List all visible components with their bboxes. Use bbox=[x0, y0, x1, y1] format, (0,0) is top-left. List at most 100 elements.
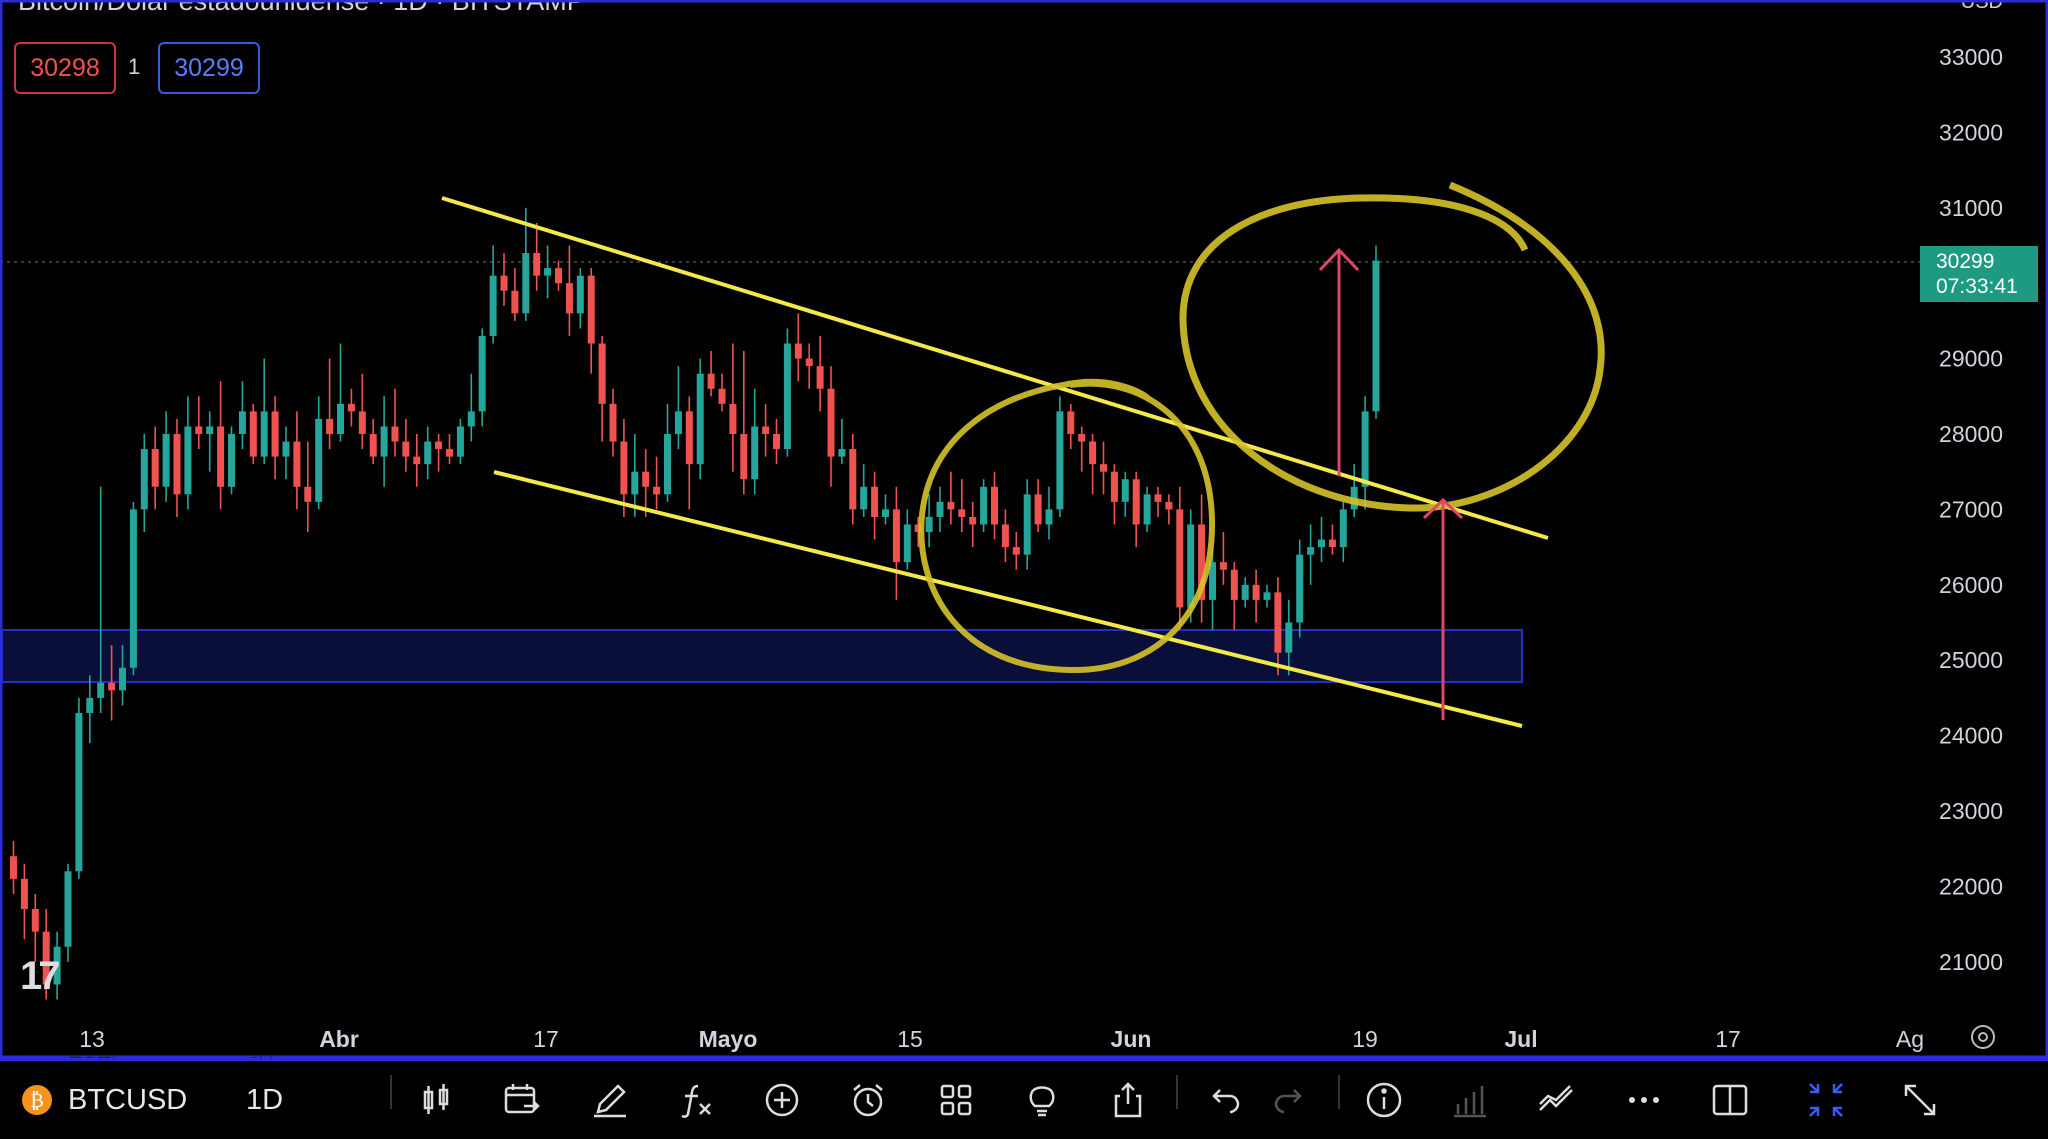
candle-body bbox=[1263, 592, 1271, 600]
candle-body bbox=[1176, 509, 1184, 608]
candle bbox=[238, 381, 246, 450]
candle-body bbox=[129, 509, 137, 668]
axis-settings-icon[interactable] bbox=[1968, 1022, 1998, 1057]
candle-body bbox=[369, 434, 377, 457]
candle-body bbox=[587, 275, 595, 344]
candle bbox=[20, 863, 28, 940]
candle bbox=[816, 335, 824, 412]
candle bbox=[1023, 479, 1031, 570]
candle-body bbox=[1339, 509, 1347, 548]
candle-body bbox=[53, 946, 61, 985]
candle bbox=[1012, 532, 1020, 570]
candle-body bbox=[140, 449, 148, 510]
candle-body bbox=[217, 426, 225, 487]
tradingview-logo-icon[interactable]: 17 bbox=[20, 954, 60, 998]
candle bbox=[435, 434, 443, 472]
candle bbox=[424, 426, 432, 480]
candle-body bbox=[1318, 539, 1325, 548]
candle-body bbox=[1296, 554, 1304, 623]
candle bbox=[1034, 479, 1042, 533]
candle bbox=[42, 909, 50, 1000]
grid-icon[interactable] bbox=[936, 1077, 976, 1123]
share-icon[interactable] bbox=[1108, 1077, 1148, 1123]
candle bbox=[729, 343, 737, 472]
candle-body bbox=[1198, 524, 1206, 600]
x-tick-label: Jul bbox=[1504, 1026, 1537, 1052]
candle-body bbox=[729, 403, 737, 434]
candle-body bbox=[347, 403, 355, 412]
candle-body bbox=[413, 456, 421, 465]
candle-body bbox=[522, 253, 530, 314]
pencil-icon[interactable] bbox=[590, 1077, 630, 1123]
candle bbox=[53, 931, 61, 1000]
x-tick-label: 15 bbox=[897, 1026, 923, 1052]
order-quantity[interactable]: 1 bbox=[128, 54, 141, 79]
candle bbox=[631, 434, 639, 517]
candle bbox=[97, 486, 105, 713]
y-axis-currency: USD bbox=[1961, 0, 2003, 13]
candle-body bbox=[1110, 471, 1118, 502]
candle bbox=[31, 893, 39, 962]
candle-body bbox=[1132, 479, 1140, 525]
sell-price-button[interactable]: 30298 bbox=[14, 42, 116, 94]
candle-body bbox=[206, 426, 214, 434]
candle bbox=[402, 418, 410, 472]
candle-body bbox=[783, 343, 791, 450]
candle bbox=[10, 841, 17, 894]
candle-body bbox=[238, 411, 246, 434]
target-arrow-up bbox=[1318, 247, 1360, 476]
candle bbox=[260, 358, 268, 465]
candle bbox=[783, 328, 791, 457]
candle bbox=[1165, 494, 1173, 525]
function-icon[interactable] bbox=[676, 1077, 716, 1123]
x-tick-label: 17 bbox=[1715, 1026, 1741, 1052]
candle-body bbox=[1307, 547, 1315, 555]
candle-body bbox=[1001, 524, 1009, 548]
bulb-icon[interactable] bbox=[1022, 1077, 1062, 1123]
undo-icon[interactable] bbox=[1204, 1077, 1244, 1123]
expand-icon[interactable] bbox=[1900, 1077, 1940, 1123]
interval-button[interactable]: 1D bbox=[246, 1083, 284, 1116]
info-icon[interactable] bbox=[1364, 1077, 1404, 1123]
plus-circle-icon[interactable] bbox=[762, 1077, 802, 1123]
candle-body bbox=[1361, 411, 1369, 487]
candle-body bbox=[162, 434, 170, 487]
toolbar-divider bbox=[390, 1075, 392, 1109]
candle-body bbox=[533, 253, 541, 276]
candle bbox=[718, 373, 726, 412]
calendar-range-icon[interactable] bbox=[502, 1077, 542, 1123]
x-tick-label: 19 bbox=[1352, 1026, 1378, 1052]
candle bbox=[1230, 562, 1238, 631]
candle-body bbox=[489, 275, 497, 336]
candle-body bbox=[337, 403, 344, 434]
alarm-icon[interactable] bbox=[848, 1077, 888, 1123]
candle-body bbox=[849, 449, 857, 510]
candle bbox=[489, 245, 497, 344]
candle-body bbox=[1100, 464, 1107, 472]
y-tick-label: 24000 bbox=[1939, 723, 2003, 749]
highlight-circle-left bbox=[918, 378, 1216, 674]
symbol-button[interactable]: BTCUSD bbox=[68, 1083, 188, 1116]
candle-body bbox=[478, 335, 486, 412]
y-tick-label: 25000 bbox=[1939, 647, 2003, 673]
compress-icon[interactable] bbox=[1806, 1077, 1846, 1123]
trend-icon[interactable] bbox=[1536, 1077, 1576, 1123]
candle bbox=[587, 268, 595, 374]
candle-body bbox=[980, 486, 988, 525]
candle bbox=[674, 366, 682, 450]
candle-body bbox=[631, 471, 639, 495]
candle-body bbox=[249, 411, 257, 457]
buy-price-button[interactable]: 30299 bbox=[158, 42, 260, 94]
candle-body bbox=[402, 441, 410, 457]
y-tick-label: 32000 bbox=[1939, 119, 2003, 145]
candle-body bbox=[751, 426, 759, 480]
candle bbox=[511, 268, 519, 321]
more-icon[interactable] bbox=[1624, 1077, 1664, 1123]
candle bbox=[304, 441, 312, 533]
candle bbox=[576, 268, 584, 329]
split-screen-icon[interactable] bbox=[1710, 1077, 1750, 1123]
candle bbox=[1001, 509, 1009, 563]
candles-icon[interactable] bbox=[416, 1077, 456, 1123]
candle-body bbox=[326, 418, 334, 434]
